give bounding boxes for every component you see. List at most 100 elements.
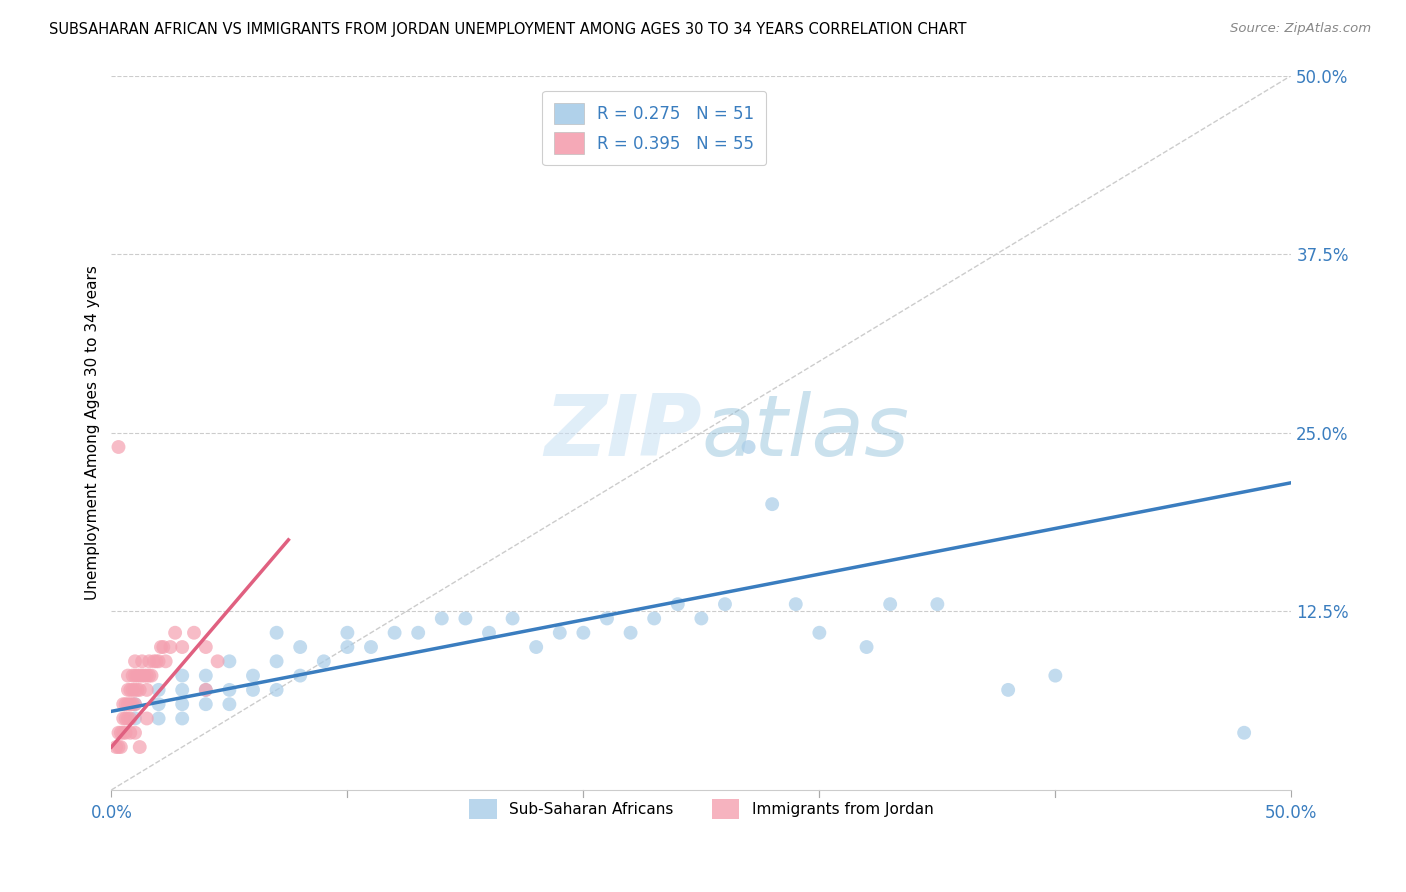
Point: [148, 711, 170, 725]
Point: [266, 625, 288, 640]
Point: [207, 654, 229, 668]
Point: [110, 725, 132, 739]
Point: [172, 682, 194, 697]
Point: [112, 725, 135, 739]
Y-axis label: Unemployment Among Ages 30 to 34 years: Unemployment Among Ages 30 to 34 years: [86, 265, 100, 600]
Point: [145, 654, 167, 668]
Point: [785, 597, 807, 611]
Point: [128, 682, 150, 697]
Point: [454, 611, 477, 625]
Point: [266, 654, 288, 668]
Point: [384, 625, 406, 640]
Point: [524, 640, 547, 654]
Point: [135, 682, 157, 697]
Point: [242, 682, 264, 697]
Point: [120, 725, 142, 739]
Point: [117, 711, 139, 725]
Point: [120, 682, 142, 697]
Point: [194, 697, 217, 711]
Point: [105, 739, 128, 754]
Point: [194, 682, 217, 697]
Point: [714, 597, 737, 611]
Point: [124, 682, 146, 697]
Point: [124, 725, 146, 739]
Point: [290, 640, 312, 654]
Point: [643, 611, 665, 625]
Point: [107, 440, 129, 454]
Point: [360, 640, 382, 654]
Point: [218, 697, 240, 711]
Point: [121, 682, 143, 697]
Point: [141, 668, 163, 682]
Point: [312, 654, 335, 668]
Point: [690, 611, 713, 625]
Point: [107, 739, 129, 754]
Point: [117, 697, 139, 711]
Point: [121, 668, 143, 682]
Text: Source: ZipAtlas.com: Source: ZipAtlas.com: [1230, 22, 1371, 36]
Point: [242, 668, 264, 682]
Text: SUBSAHARAN AFRICAN VS IMMIGRANTS FROM JORDAN UNEMPLOYMENT AMONG AGES 30 TO 34 YE: SUBSAHARAN AFRICAN VS IMMIGRANTS FROM JO…: [49, 22, 967, 37]
Point: [127, 668, 149, 682]
Point: [572, 625, 595, 640]
Point: [596, 611, 619, 625]
Point: [135, 668, 157, 682]
Point: [879, 597, 901, 611]
Point: [855, 640, 877, 654]
Point: [112, 711, 135, 725]
Point: [124, 697, 146, 711]
Point: [112, 697, 135, 711]
Point: [114, 697, 136, 711]
Point: [666, 597, 689, 611]
Point: [117, 668, 139, 682]
Point: [172, 697, 194, 711]
Point: [148, 682, 170, 697]
Point: [142, 654, 165, 668]
Point: [128, 739, 150, 754]
Text: atlas: atlas: [702, 392, 910, 475]
Point: [135, 711, 157, 725]
Point: [124, 654, 146, 668]
Text: ZIP: ZIP: [544, 392, 702, 475]
Point: [134, 668, 156, 682]
Point: [120, 697, 142, 711]
Point: [124, 711, 146, 725]
Point: [218, 654, 240, 668]
Point: [266, 682, 288, 697]
Point: [406, 625, 429, 640]
Point: [110, 739, 132, 754]
Point: [127, 682, 149, 697]
Legend: Sub-Saharan Africans, Immigrants from Jordan: Sub-Saharan Africans, Immigrants from Jo…: [464, 793, 939, 825]
Point: [159, 640, 181, 654]
Point: [997, 682, 1019, 697]
Point: [336, 640, 359, 654]
Point: [619, 625, 641, 640]
Point: [194, 668, 217, 682]
Point: [138, 654, 160, 668]
Point: [138, 668, 160, 682]
Point: [194, 640, 217, 654]
Point: [121, 697, 143, 711]
Point: [183, 625, 205, 640]
Point: [117, 682, 139, 697]
Point: [107, 725, 129, 739]
Point: [165, 625, 187, 640]
Point: [1045, 668, 1067, 682]
Point: [478, 625, 501, 640]
Point: [149, 640, 172, 654]
Point: [120, 711, 142, 725]
Point: [114, 725, 136, 739]
Point: [927, 597, 949, 611]
Point: [114, 711, 136, 725]
Point: [737, 440, 759, 454]
Point: [502, 611, 524, 625]
Point: [148, 697, 170, 711]
Point: [124, 697, 146, 711]
Point: [172, 711, 194, 725]
Point: [152, 640, 174, 654]
Point: [1233, 725, 1256, 739]
Point: [172, 640, 194, 654]
Point: [128, 668, 150, 682]
Point: [131, 668, 153, 682]
Point: [172, 668, 194, 682]
